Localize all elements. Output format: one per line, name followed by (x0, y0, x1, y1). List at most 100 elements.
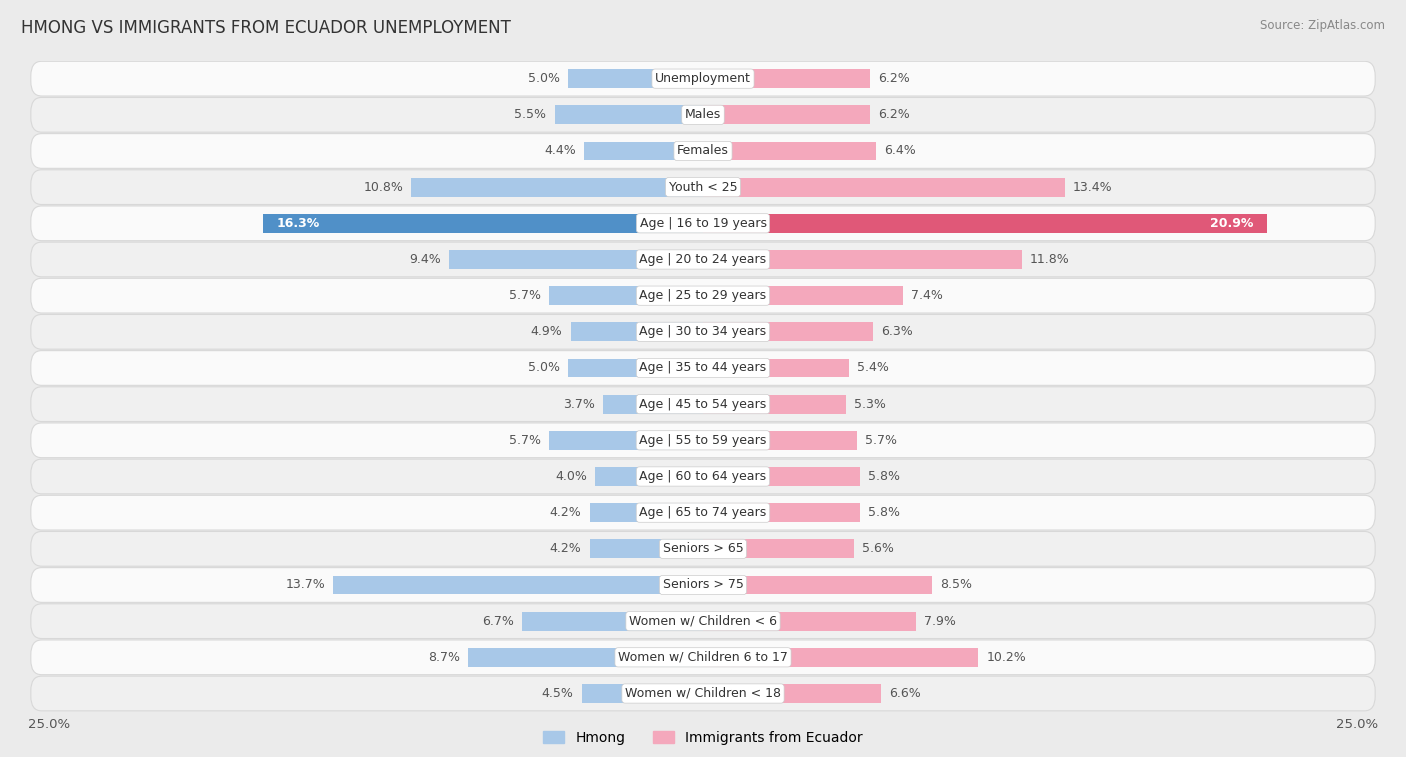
Bar (585, 142, 703, 160)
Text: 6.3%: 6.3% (882, 326, 912, 338)
Bar (703, 684, 882, 703)
Text: 13.4%: 13.4% (1073, 181, 1112, 194)
Bar (450, 250, 703, 269)
Text: Age | 30 to 34 years: Age | 30 to 34 years (640, 326, 766, 338)
Bar (468, 648, 703, 667)
Text: 4.2%: 4.2% (550, 542, 582, 556)
FancyBboxPatch shape (31, 459, 1375, 494)
Text: 10.2%: 10.2% (987, 651, 1026, 664)
Bar (582, 684, 703, 703)
Bar (703, 69, 870, 88)
Text: 5.0%: 5.0% (527, 72, 560, 85)
FancyBboxPatch shape (31, 604, 1375, 638)
FancyBboxPatch shape (31, 206, 1375, 241)
Text: 5.7%: 5.7% (509, 434, 541, 447)
FancyBboxPatch shape (31, 314, 1375, 349)
Text: 6.7%: 6.7% (482, 615, 515, 628)
Text: 4.4%: 4.4% (544, 145, 576, 157)
Bar (703, 575, 932, 594)
Text: 5.6%: 5.6% (862, 542, 894, 556)
Text: Age | 16 to 19 years: Age | 16 to 19 years (640, 217, 766, 230)
Bar (568, 359, 703, 378)
Bar (412, 178, 703, 197)
Text: Females: Females (678, 145, 728, 157)
Text: 6.4%: 6.4% (884, 145, 915, 157)
FancyBboxPatch shape (31, 134, 1375, 168)
FancyBboxPatch shape (31, 350, 1375, 385)
Text: 5.8%: 5.8% (868, 470, 900, 483)
Text: 4.9%: 4.9% (531, 326, 562, 338)
Text: 8.5%: 8.5% (941, 578, 973, 591)
Text: Seniors > 65: Seniors > 65 (662, 542, 744, 556)
Bar (263, 214, 703, 232)
Bar (550, 286, 703, 305)
Text: HMONG VS IMMIGRANTS FROM ECUADOR UNEMPLOYMENT: HMONG VS IMMIGRANTS FROM ECUADOR UNEMPLO… (21, 19, 510, 37)
Bar (703, 359, 849, 378)
Text: 6.2%: 6.2% (879, 108, 910, 121)
Text: Males: Males (685, 108, 721, 121)
Text: Age | 25 to 29 years: Age | 25 to 29 years (640, 289, 766, 302)
FancyBboxPatch shape (31, 676, 1375, 711)
FancyBboxPatch shape (31, 242, 1375, 277)
Text: 5.3%: 5.3% (855, 397, 886, 410)
FancyBboxPatch shape (31, 423, 1375, 458)
Text: Age | 60 to 64 years: Age | 60 to 64 years (640, 470, 766, 483)
Text: 5.8%: 5.8% (868, 506, 900, 519)
FancyBboxPatch shape (31, 98, 1375, 132)
Text: 5.7%: 5.7% (865, 434, 897, 447)
Bar (589, 540, 703, 558)
Text: 5.7%: 5.7% (509, 289, 541, 302)
Text: Women w/ Children 6 to 17: Women w/ Children 6 to 17 (619, 651, 787, 664)
Bar (703, 467, 859, 486)
Text: 5.5%: 5.5% (515, 108, 547, 121)
Bar (703, 142, 876, 160)
FancyBboxPatch shape (31, 568, 1375, 603)
Bar (554, 105, 703, 124)
Bar (703, 431, 856, 450)
Text: 11.8%: 11.8% (1029, 253, 1070, 266)
Text: 10.8%: 10.8% (364, 181, 404, 194)
Bar (703, 214, 1267, 232)
Text: 7.9%: 7.9% (924, 615, 956, 628)
Bar (568, 69, 703, 88)
Bar (703, 178, 1064, 197)
Bar (703, 322, 873, 341)
Bar (550, 431, 703, 450)
Text: Age | 35 to 44 years: Age | 35 to 44 years (640, 362, 766, 375)
Text: Age | 45 to 54 years: Age | 45 to 54 years (640, 397, 766, 410)
Bar (522, 612, 703, 631)
Text: 8.7%: 8.7% (427, 651, 460, 664)
Text: 25.0%: 25.0% (28, 718, 70, 731)
Bar (595, 467, 703, 486)
Text: 4.2%: 4.2% (550, 506, 582, 519)
Text: Age | 55 to 59 years: Age | 55 to 59 years (640, 434, 766, 447)
Text: 4.0%: 4.0% (555, 470, 586, 483)
FancyBboxPatch shape (31, 61, 1375, 96)
FancyBboxPatch shape (31, 387, 1375, 422)
Text: 7.4%: 7.4% (911, 289, 943, 302)
Text: 6.2%: 6.2% (879, 72, 910, 85)
Bar (589, 503, 703, 522)
FancyBboxPatch shape (31, 279, 1375, 313)
Text: 13.7%: 13.7% (285, 578, 325, 591)
Bar (703, 540, 855, 558)
FancyBboxPatch shape (31, 495, 1375, 530)
FancyBboxPatch shape (31, 531, 1375, 566)
Text: 6.6%: 6.6% (889, 687, 921, 700)
Text: 25.0%: 25.0% (1336, 718, 1378, 731)
Text: 3.7%: 3.7% (564, 397, 595, 410)
Text: Seniors > 75: Seniors > 75 (662, 578, 744, 591)
Bar (703, 286, 903, 305)
Bar (333, 575, 703, 594)
Bar (703, 250, 1022, 269)
Text: Women w/ Children < 18: Women w/ Children < 18 (626, 687, 780, 700)
Text: Youth < 25: Youth < 25 (669, 181, 737, 194)
Text: 9.4%: 9.4% (409, 253, 441, 266)
Bar (703, 612, 917, 631)
Text: 4.5%: 4.5% (541, 687, 574, 700)
Bar (703, 394, 846, 413)
Text: 20.9%: 20.9% (1211, 217, 1254, 230)
Text: Source: ZipAtlas.com: Source: ZipAtlas.com (1260, 19, 1385, 32)
Text: 16.3%: 16.3% (277, 217, 319, 230)
FancyBboxPatch shape (31, 640, 1375, 674)
